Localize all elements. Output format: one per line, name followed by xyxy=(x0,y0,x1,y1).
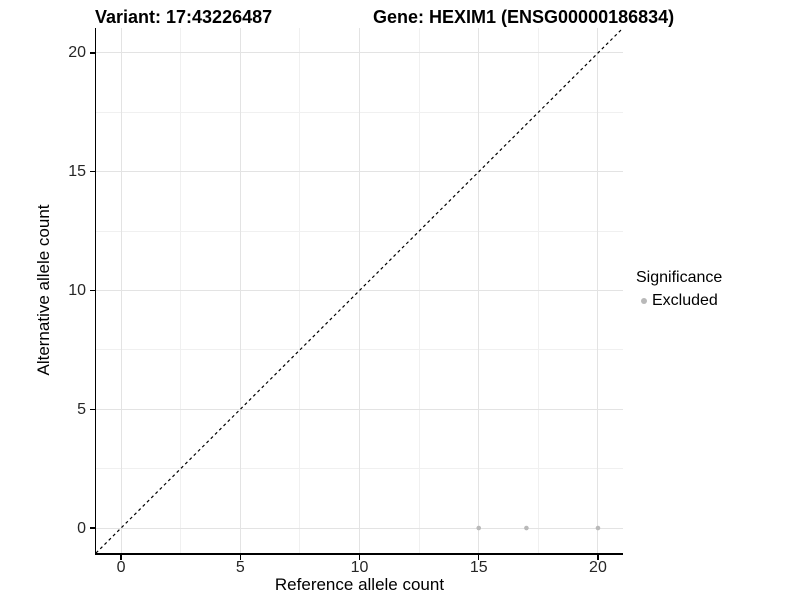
x-axis-title: Reference allele count xyxy=(274,575,445,594)
x-tick-label: 15 xyxy=(469,559,488,576)
x-tick-label: 10 xyxy=(350,559,369,576)
legend-entry: Excluded xyxy=(636,291,722,310)
data-point xyxy=(524,525,529,531)
y-axis-line xyxy=(94,28,96,555)
x-tick-label: 0 xyxy=(116,559,126,576)
y-axis-tick xyxy=(89,170,95,173)
x-axis-tick xyxy=(239,554,242,560)
y-tick-label: 10 xyxy=(68,282,86,299)
y-axis-tick xyxy=(89,408,95,411)
y-axis-tick xyxy=(89,289,95,292)
data-point xyxy=(595,525,601,531)
identity-line xyxy=(96,28,623,553)
major-gridline xyxy=(96,527,623,529)
y-axis-title: Alternative allele count xyxy=(34,204,53,376)
y-axis-tick xyxy=(89,527,95,529)
y-axis-tick xyxy=(89,52,95,54)
legend-entry-label: Excluded xyxy=(652,292,718,309)
x-tick-label: 20 xyxy=(589,559,607,576)
x-axis-tick xyxy=(477,554,480,560)
y-tick-label: 5 xyxy=(77,400,86,418)
major-gridline xyxy=(96,408,623,410)
y-tick-label: 20 xyxy=(68,44,86,62)
x-tick-label: 5 xyxy=(235,559,245,576)
x-axis-tick xyxy=(597,554,599,560)
gene-title: Gene: HEXIM1 (ENSG00000186834) xyxy=(373,7,675,27)
legend-key-dot xyxy=(641,297,647,304)
legend: Significance Excluded xyxy=(636,268,722,310)
data-point xyxy=(476,525,482,531)
major-gridline xyxy=(96,290,623,291)
x-axis-tick xyxy=(358,554,361,560)
variant-title: Variant: 17:43226487 xyxy=(95,7,273,27)
y-tick-label: 0 xyxy=(77,519,86,537)
major-gridline xyxy=(96,171,623,173)
x-axis-line xyxy=(94,553,623,555)
plot-canvas xyxy=(96,28,623,553)
y-tick-label: 15 xyxy=(68,163,86,181)
plot-panel xyxy=(96,28,623,553)
x-axis-tick xyxy=(120,554,122,560)
legend-title: Significance xyxy=(636,269,723,286)
major-gridline xyxy=(96,52,623,54)
